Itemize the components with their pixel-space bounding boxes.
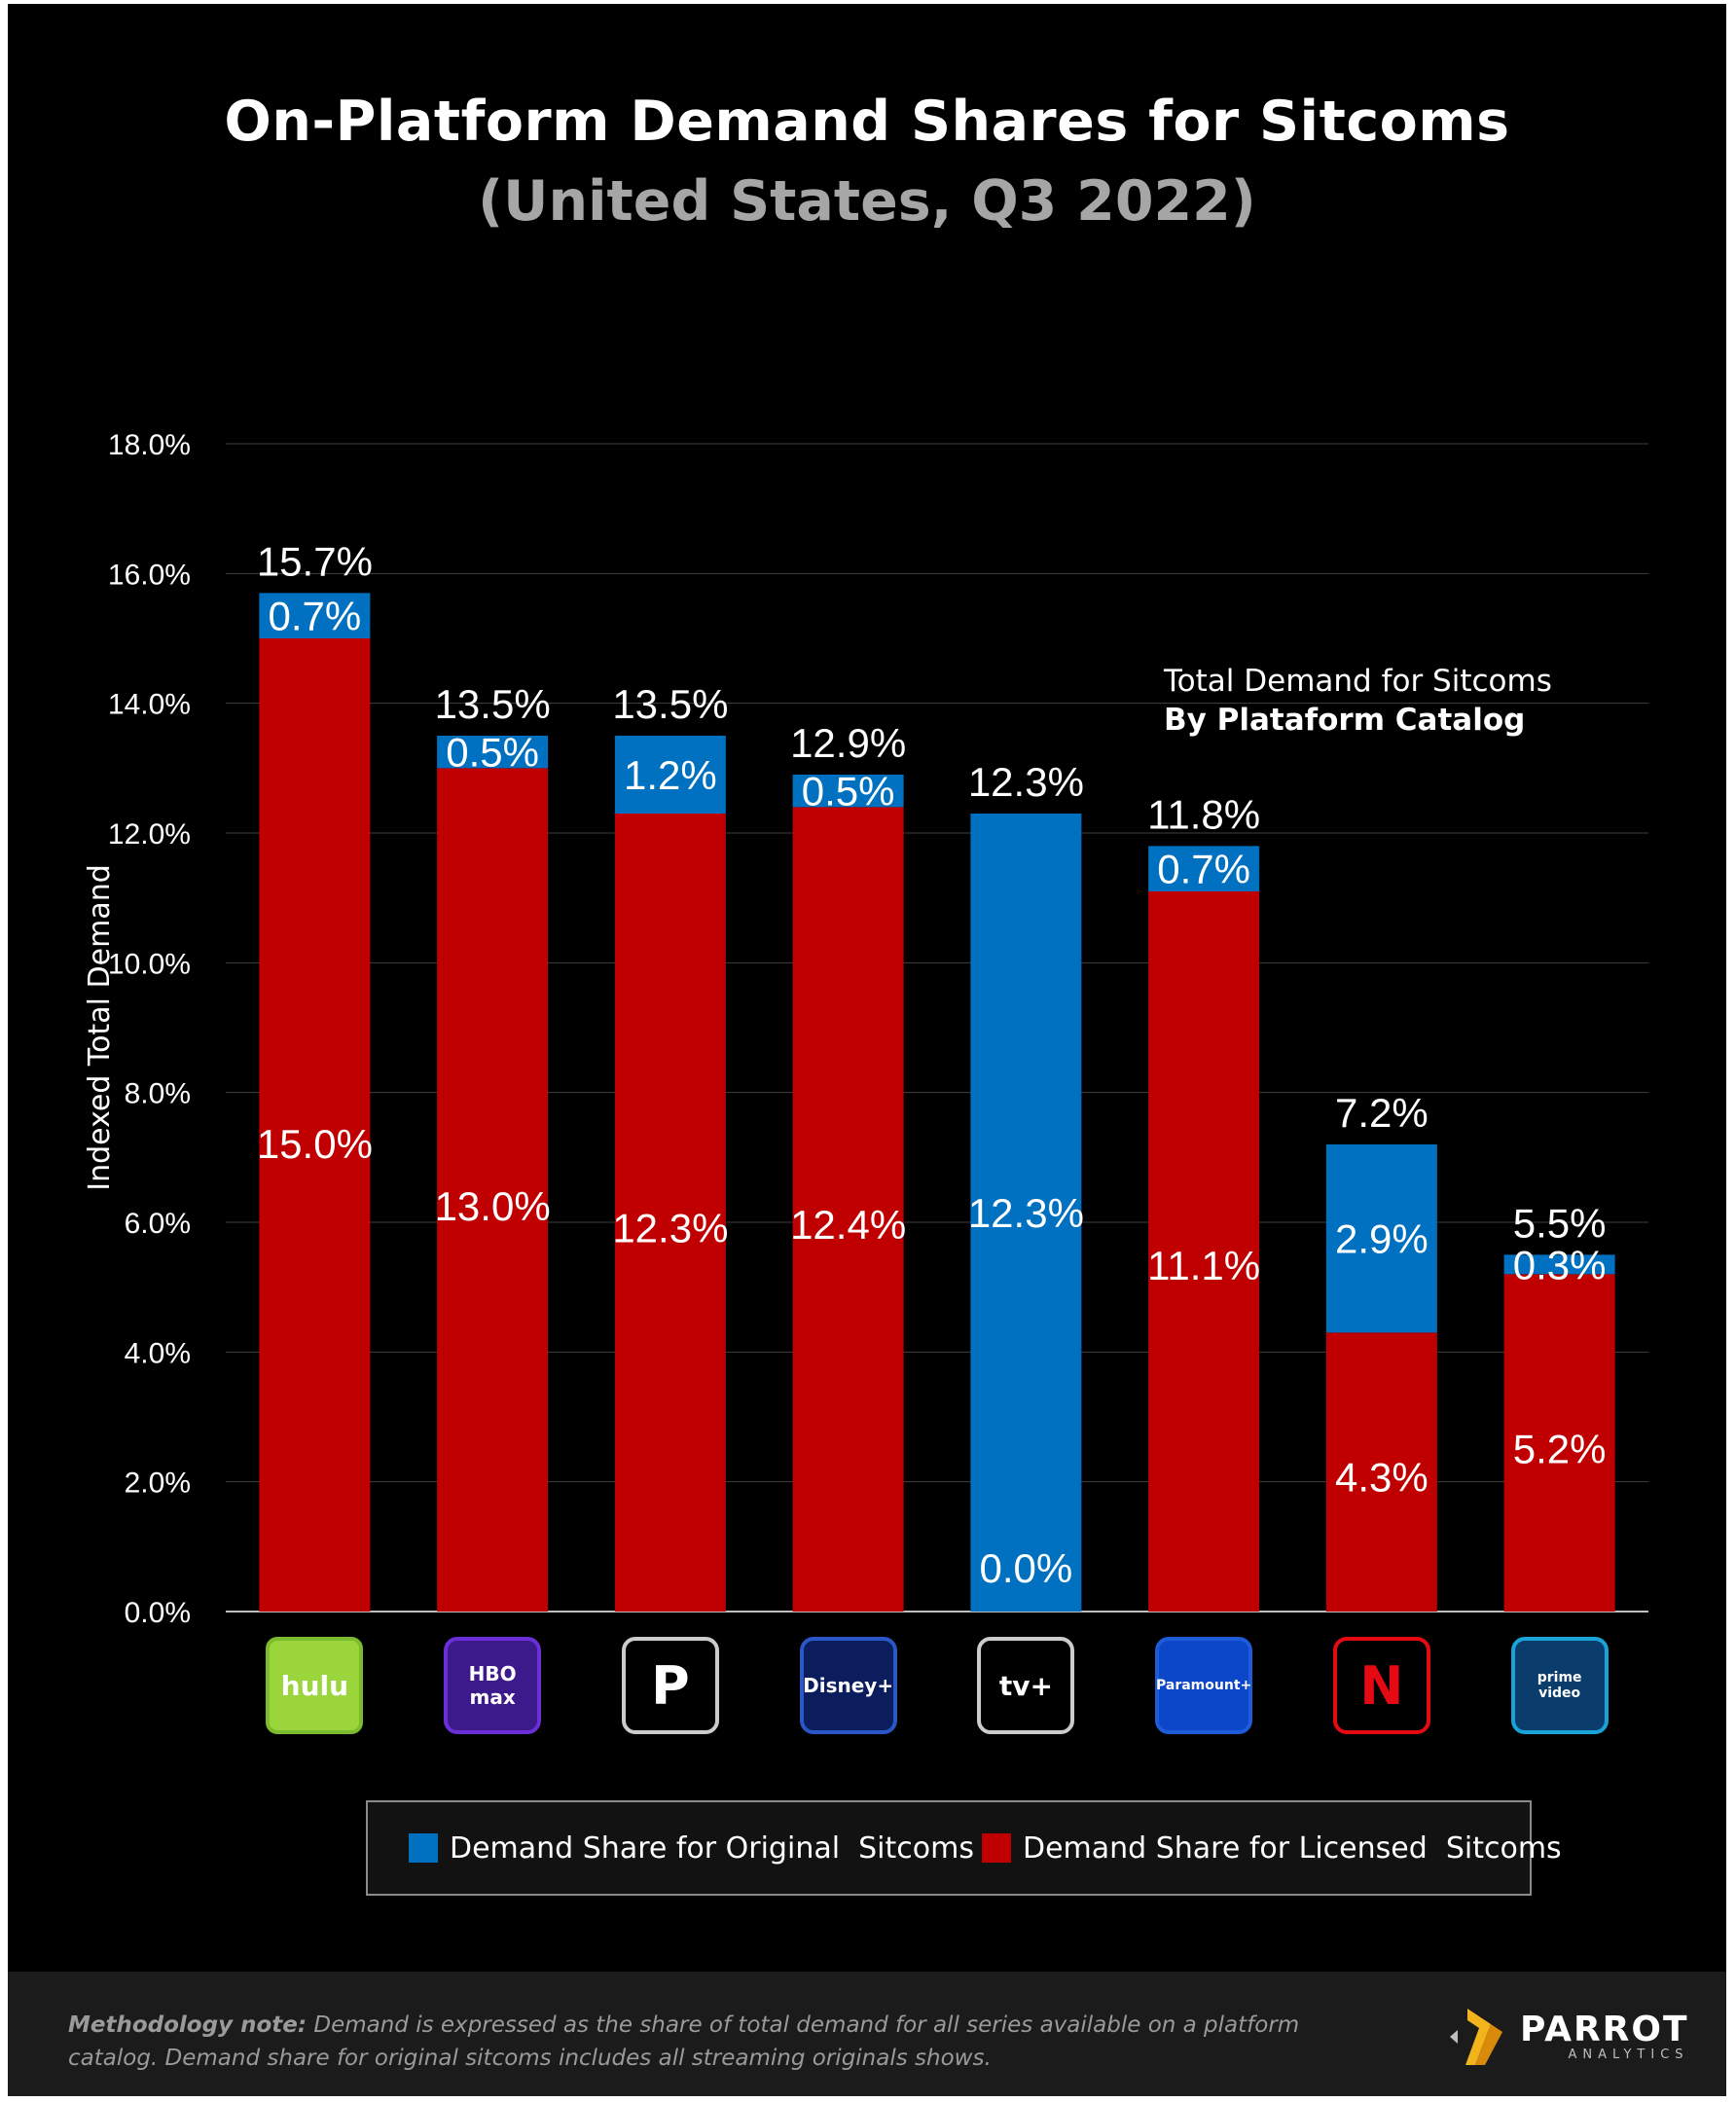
data-label-total: 15.7% [257, 538, 373, 584]
bar-licensed [259, 638, 371, 1612]
paramount-plus-logo-icon: Paramount+ [1155, 1637, 1253, 1734]
data-label-total: 7.2% [1335, 1090, 1429, 1136]
methodology-note: Methodology note: Demand is expressed as… [68, 2009, 1333, 2075]
y-axis-label: Indexed Total Demand [83, 864, 117, 1191]
bar-licensed [792, 807, 904, 1612]
data-label-licensed: 11.1% [1147, 1243, 1260, 1288]
data-label-licensed: 5.2% [1513, 1427, 1607, 1472]
bar-original [437, 736, 549, 769]
bar-licensed [614, 814, 726, 1612]
annotation-line-2: By Plataform Catalog [1164, 703, 1526, 738]
hulu-logo-icon: hulu [266, 1637, 364, 1734]
prime-video-logo-icon: prime video [1510, 1637, 1609, 1734]
data-label-original: 0.7% [1157, 847, 1250, 892]
y-tick-label: 0.0% [125, 1597, 191, 1629]
legend: Demand Share for Original Sitcoms Demand… [366, 1800, 1562, 1896]
brand-subtitle: ANALYTICS [1568, 2047, 1689, 2062]
netflix-logo-icon: N [1332, 1637, 1430, 1734]
legend-item-licensed: Demand Share for Licensed Sitcoms [981, 1830, 1562, 1866]
chart-title: On-Platform Demand Shares for Sitcoms [224, 90, 1510, 154]
chart-annotation: Total Demand for Sitcoms By Plataform Ca… [1164, 662, 1552, 740]
bar-licensed [1503, 1274, 1615, 1612]
bar-original [1503, 1254, 1615, 1275]
legend-label-original: Demand Share for Original Sitcoms [450, 1830, 974, 1866]
bar-licensed [1148, 891, 1260, 1612]
chart-subtitle: (United States, Q3 2022) [478, 169, 1256, 234]
bar-original [970, 814, 1082, 1612]
methodology-note-label: Methodology note: [68, 2012, 307, 2038]
data-label-licensed: 13.0% [435, 1183, 551, 1229]
chart-frame: On-Platform Demand Shares for Sitcoms (U… [8, 4, 1726, 2096]
data-label-original: 2.9% [1335, 1216, 1429, 1262]
data-label-licensed: 4.3% [1335, 1454, 1429, 1500]
bar-licensed [1325, 1332, 1437, 1612]
brand: PARROT ANALYTICS [1446, 2003, 1689, 2071]
data-label-licensed: 0.0% [980, 1545, 1073, 1591]
y-tick-label: 18.0% [108, 429, 191, 461]
y-tick-label: 16.0% [108, 559, 191, 591]
bar-original [259, 593, 371, 638]
bar-chart: 0.0% 2.0% 4.0% 6.0% 8.0% 10.0% 12.0% 14.0% 16.0%… [83, 429, 1648, 1629]
data-label-total: 12.3% [968, 759, 1084, 805]
bar-licensed [437, 768, 549, 1612]
bar-original [614, 736, 726, 814]
data-label-licensed: 12.3% [612, 1205, 728, 1250]
data-label-licensed: 12.4% [790, 1202, 906, 1248]
data-label-original: 0.5% [446, 730, 539, 776]
y-tick-label: 6.0% [125, 1208, 191, 1240]
bar-original [1325, 1144, 1437, 1333]
legend-swatch-original [409, 1833, 438, 1863]
peacock-logo-icon: P [621, 1637, 719, 1734]
disney-plus-logo-icon: Disney+ [799, 1637, 897, 1734]
data-label-total: 5.5% [1513, 1200, 1607, 1246]
footer: Methodology note: Demand is expressed as… [8, 1972, 1726, 2096]
data-label-original: 12.3% [968, 1190, 1084, 1236]
brand-text: PARROT ANALYTICS [1520, 2009, 1689, 2062]
bar-original [792, 775, 904, 808]
data-label-total: 13.5% [435, 681, 551, 727]
y-tick-label: 14.0% [108, 689, 191, 721]
apple-tv-plus-logo-icon: tv+ [977, 1637, 1075, 1734]
y-tick-label: 8.0% [125, 1078, 191, 1110]
data-label-total: 11.8% [1147, 791, 1260, 837]
bar-original [1148, 846, 1260, 891]
brand-name: PARROT [1520, 2009, 1689, 2049]
y-tick-label: 10.0% [108, 948, 191, 980]
hbo-max-logo-icon: HBO max [444, 1637, 542, 1734]
data-label-total: 13.5% [612, 681, 728, 727]
data-label-original: 0.5% [802, 769, 895, 815]
y-tick-label: 4.0% [125, 1337, 191, 1369]
annotation-line-1: Total Demand for Sitcoms [1164, 664, 1552, 699]
data-label-licensed: 15.0% [257, 1121, 373, 1167]
data-label-original: 0.3% [1513, 1242, 1607, 1287]
y-tick-label: 12.0% [108, 818, 191, 851]
legend-label-licensed: Demand Share for Licensed Sitcoms [1022, 1830, 1562, 1866]
data-label-total: 12.9% [790, 720, 906, 766]
methodology-note-text: Demand is expressed as the share of tota… [68, 2012, 1300, 2071]
y-tick-label: 2.0% [125, 1468, 191, 1500]
parrot-logo-icon [1450, 2009, 1502, 2065]
data-label-original: 1.2% [624, 752, 717, 798]
legend-swatch-licensed [981, 1833, 1011, 1863]
data-label-original: 0.7% [269, 594, 362, 639]
legend-item-original: Demand Share for Original Sitcoms [409, 1831, 974, 1866]
